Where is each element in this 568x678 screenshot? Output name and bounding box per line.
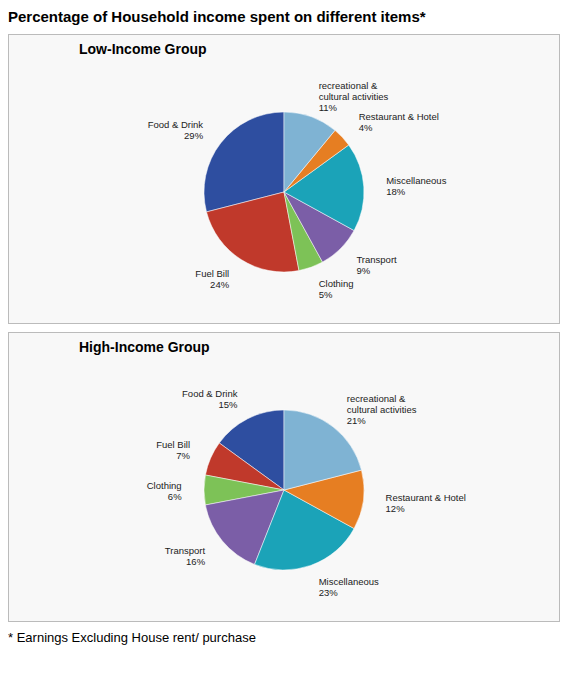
html-text:High-Income Group: High-Income Group — [79, 339, 210, 355]
svg-text:Restaurant & Hotel12%: Restaurant & Hotel12% — [386, 492, 466, 514]
svg-text:Transport16%: Transport16% — [165, 544, 206, 566]
svg-text:Restaurant & Hotel4%: Restaurant & Hotel4% — [359, 111, 439, 133]
svg-text:Fuel Bill7%: Fuel Bill7% — [156, 438, 190, 460]
svg-text:Fuel Bill24%: Fuel Bill24% — [195, 267, 229, 289]
svg-text:Clothing5%: Clothing5% — [319, 277, 354, 299]
svg-text:Clothing6%: Clothing6% — [147, 479, 182, 501]
svg-text:Miscellaneous23%: Miscellaneous23% — [319, 575, 379, 597]
svg-text:Food & Drink15%: Food & Drink15% — [182, 388, 238, 410]
svg-text:Miscellaneous18%: Miscellaneous18% — [386, 175, 446, 197]
svg-text:Food & Drink29%: Food & Drink29% — [148, 118, 204, 140]
svg-text:recreational &cultural activit: recreational &cultural activities21% — [347, 393, 417, 426]
svg-text:Transport9%: Transport9% — [356, 253, 397, 275]
html-text:Low-Income Group: Low-Income Group — [79, 41, 207, 57]
html-text:Percentage of Household income: Percentage of Household income spent on … — [8, 8, 426, 25]
svg-text:recreational &cultural activit: recreational &cultural activities11% — [319, 79, 389, 112]
html-text:* Earnings Excluding House ren: * Earnings Excluding House rent/ purchas… — [8, 630, 256, 645]
